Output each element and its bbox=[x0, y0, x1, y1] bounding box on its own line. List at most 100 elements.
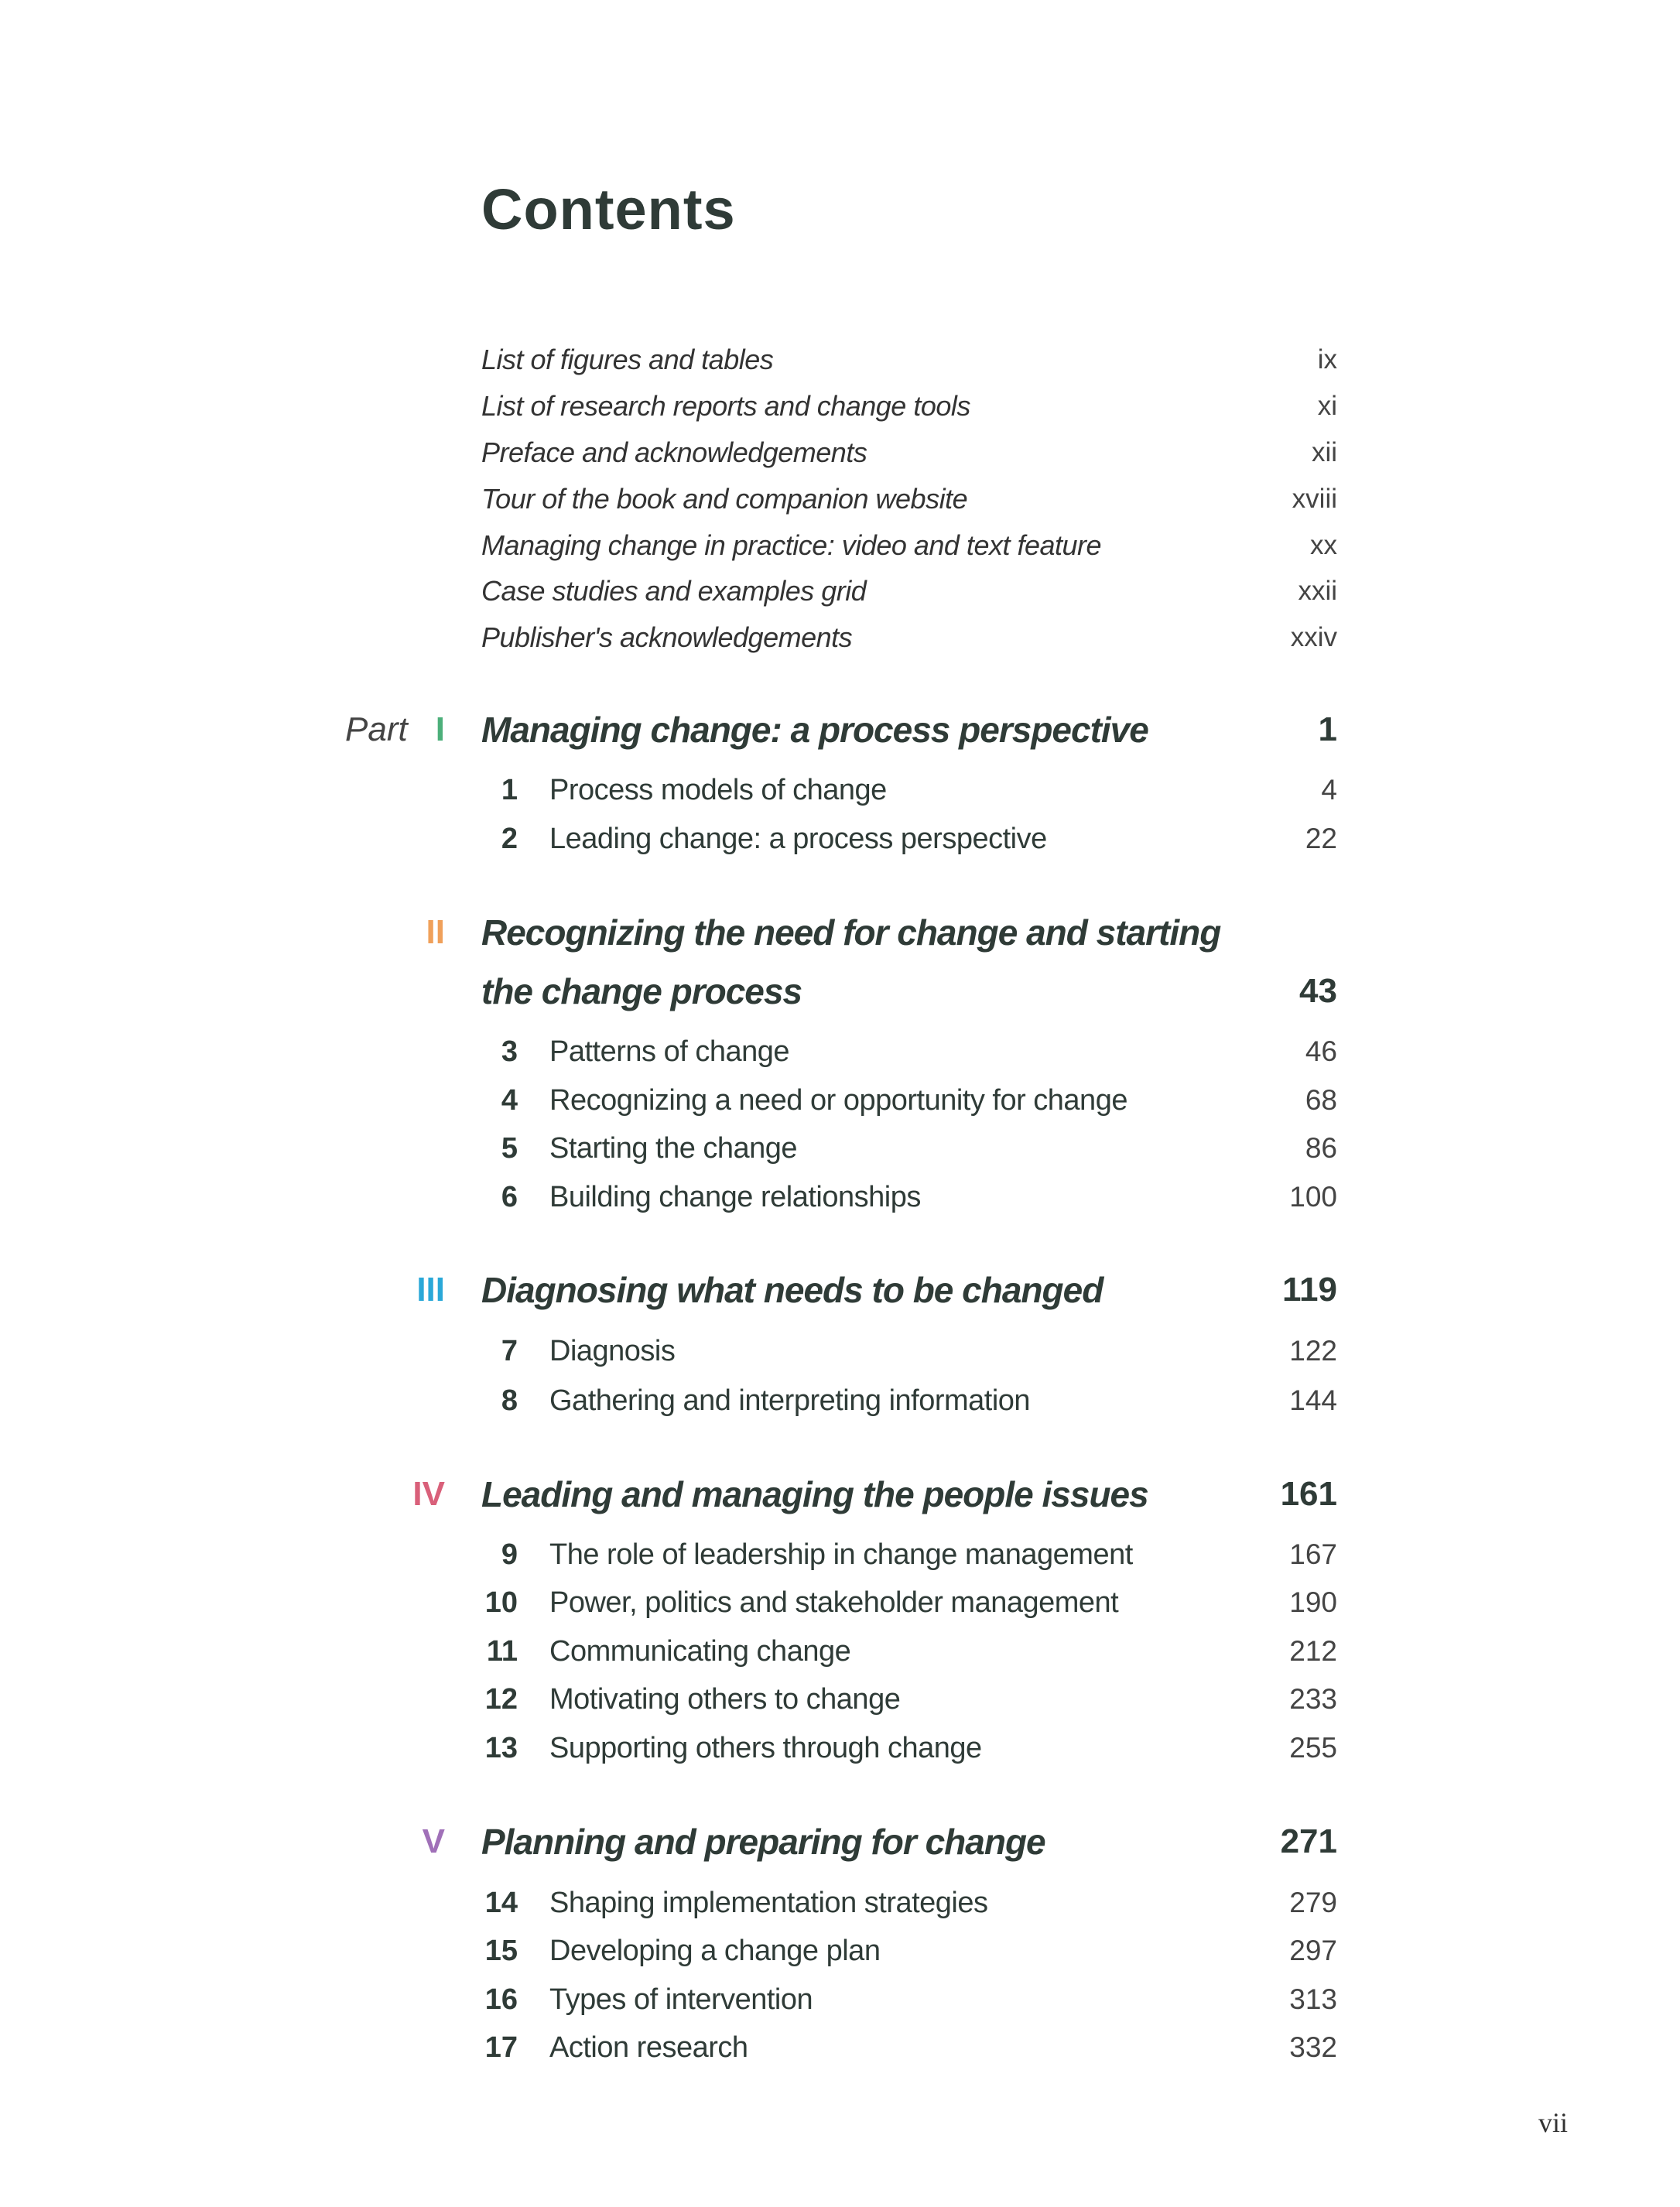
chapter-title: Shaping implementation strategies bbox=[549, 1887, 988, 1919]
chapter-number: 1 bbox=[501, 774, 518, 806]
part-heading[interactable]: V Planning and preparing for change 271 bbox=[0, 1819, 1680, 1865]
chapter-number: 16 bbox=[484, 1983, 518, 2016]
chapter-page: 144 bbox=[1289, 1384, 1337, 1416]
front-matter-entry[interactable]: Preface and acknowledgements xii bbox=[0, 429, 1680, 476]
part-label: Part bbox=[345, 710, 408, 748]
chapter-page: 212 bbox=[1289, 1635, 1337, 1667]
chapter-number: 4 bbox=[501, 1084, 518, 1117]
part-page: 43 bbox=[1299, 972, 1337, 1010]
entry-page: xxiv bbox=[1290, 622, 1337, 652]
part-numeral: II bbox=[426, 913, 445, 951]
chapter-entry[interactable]: 11 Communicating change 212 bbox=[0, 1628, 1680, 1675]
chapter-page: 122 bbox=[1289, 1335, 1337, 1367]
chapter-number: 5 bbox=[501, 1132, 518, 1165]
chapter-title: Motivating others to change bbox=[549, 1683, 901, 1716]
entry-page: xx bbox=[1310, 530, 1337, 560]
chapter-page: 86 bbox=[1305, 1132, 1337, 1164]
chapter-page: 4 bbox=[1321, 774, 1337, 806]
page-title: Contents bbox=[481, 177, 736, 241]
part-page: 271 bbox=[1280, 1822, 1337, 1860]
part-title: Recognizing the need for change and star… bbox=[481, 912, 1221, 953]
chapter-entry[interactable]: 4 Recognizing a need or opportunity for c… bbox=[0, 1077, 1680, 1124]
chapter-page: 68 bbox=[1305, 1084, 1337, 1116]
chapter-title: Starting the change bbox=[549, 1132, 798, 1165]
entry-page: xi bbox=[1317, 391, 1337, 421]
chapter-number: 15 bbox=[484, 1935, 518, 1967]
chapter-page: 297 bbox=[1289, 1935, 1337, 1966]
front-matter-entry[interactable]: Tour of the book and companion website xv… bbox=[0, 476, 1680, 522]
chapter-entry[interactable]: 8 Gathering and interpreting information 1… bbox=[0, 1377, 1680, 1424]
chapter-entry[interactable]: 9 The role of leadership in change manage… bbox=[0, 1531, 1680, 1578]
part-title: Managing change: a process perspective bbox=[481, 710, 1149, 750]
entry-title: Tour of the book and companion website bbox=[481, 483, 968, 515]
chapter-title: Supporting others through change bbox=[549, 1732, 982, 1764]
chapter-entry[interactable]: 7 Diagnosis 122 bbox=[0, 1328, 1680, 1374]
front-matter-entry[interactable]: List of figures and tables ix bbox=[0, 337, 1680, 383]
chapter-title: Process models of change bbox=[549, 774, 887, 806]
chapter-entry[interactable]: 3 Patterns of change 46 bbox=[0, 1028, 1680, 1075]
front-matter-entry[interactable]: Managing change in practice: video and t… bbox=[0, 522, 1680, 569]
part-title: the change process bbox=[481, 971, 802, 1011]
entry-title: Preface and acknowledgements bbox=[481, 436, 867, 468]
part-heading[interactable]: the change process 43 bbox=[0, 968, 1680, 1015]
chapter-entry[interactable]: 2 Leading change: a process perspective 22 bbox=[0, 816, 1680, 862]
front-matter-entry[interactable]: List of research reports and change tool… bbox=[0, 383, 1680, 429]
chapter-number: 10 bbox=[484, 1586, 518, 1619]
chapter-entry[interactable]: 17 Action research 332 bbox=[0, 2024, 1680, 2071]
part-page: 1 bbox=[1318, 710, 1337, 748]
chapter-entry[interactable]: 5 Starting the change 86 bbox=[0, 1125, 1680, 1172]
front-matter-entry[interactable]: Case studies and examples grid xxii bbox=[0, 568, 1680, 614]
chapter-number: 13 bbox=[484, 1732, 518, 1764]
entry-title: List of figures and tables bbox=[481, 344, 774, 375]
part-title: Leading and managing the people issues bbox=[481, 1474, 1149, 1514]
chapter-page: 46 bbox=[1305, 1035, 1337, 1067]
chapter-entry[interactable]: 12 Motivating others to change 233 bbox=[0, 1676, 1680, 1723]
part-page: 161 bbox=[1280, 1475, 1337, 1513]
chapter-number: 2 bbox=[501, 823, 518, 855]
chapter-entry[interactable]: 10 Power, politics and stakeholder manage… bbox=[0, 1579, 1680, 1626]
chapter-page: 100 bbox=[1289, 1181, 1337, 1213]
chapter-title: Gathering and interpreting information bbox=[549, 1384, 1031, 1417]
chapter-title: Developing a change plan bbox=[549, 1935, 881, 1967]
part-heading[interactable]: II Recognizing the need for change and st… bbox=[0, 909, 1680, 956]
entry-page: xviii bbox=[1292, 484, 1337, 514]
chapter-entry[interactable]: 15 Developing a change plan 297 bbox=[0, 1928, 1680, 1974]
front-matter-entry[interactable]: Publisher's acknowledgements xxiv bbox=[0, 614, 1680, 661]
chapter-number: 14 bbox=[484, 1887, 518, 1919]
part-heading[interactable]: Part I Managing change: a process perspect… bbox=[0, 707, 1680, 753]
chapter-entry[interactable]: 1 Process models of change 4 bbox=[0, 767, 1680, 813]
chapter-title: Patterns of change bbox=[549, 1035, 790, 1068]
chapter-title: Leading change: a process perspective bbox=[549, 823, 1047, 855]
part-page: 119 bbox=[1282, 1271, 1337, 1309]
chapter-page: 233 bbox=[1289, 1683, 1337, 1715]
part-numeral: IV bbox=[412, 1475, 445, 1513]
entry-page: ix bbox=[1317, 344, 1337, 375]
chapter-number: 8 bbox=[501, 1384, 518, 1417]
chapter-number: 17 bbox=[484, 2031, 518, 2064]
chapter-title: Diagnosis bbox=[549, 1335, 676, 1367]
chapter-page: 255 bbox=[1289, 1732, 1337, 1764]
entry-title: List of research reports and change tool… bbox=[481, 390, 970, 422]
entry-title: Publisher's acknowledgements bbox=[481, 621, 853, 653]
chapter-title: Building change relationships bbox=[549, 1181, 921, 1213]
chapter-number: 6 bbox=[501, 1181, 518, 1213]
part-numeral: V bbox=[422, 1822, 445, 1860]
chapter-entry[interactable]: 16 Types of intervention 313 bbox=[0, 1976, 1680, 2023]
entry-title: Managing change in practice: video and t… bbox=[481, 529, 1102, 561]
chapter-entry[interactable]: 13 Supporting others through change 255 bbox=[0, 1725, 1680, 1771]
chapter-entry[interactable]: 14 Shaping implementation strategies 279 bbox=[0, 1880, 1680, 1926]
part-numeral: III bbox=[416, 1271, 445, 1309]
chapter-number: 3 bbox=[501, 1035, 518, 1068]
part-title: Planning and preparing for change bbox=[481, 1822, 1046, 1862]
part-title: Diagnosing what needs to be changed bbox=[481, 1270, 1103, 1310]
chapter-title: The role of leadership in change managem… bbox=[549, 1538, 1133, 1571]
chapter-page: 313 bbox=[1289, 1983, 1337, 2015]
chapter-page: 167 bbox=[1289, 1538, 1337, 1570]
chapter-title: Recognizing a need or opportunity for ch… bbox=[549, 1084, 1127, 1117]
part-heading[interactable]: III Diagnosing what needs to be changed 11… bbox=[0, 1267, 1680, 1313]
entry-title: Case studies and examples grid bbox=[481, 575, 867, 607]
part-heading[interactable]: IV Leading and managing the people issues… bbox=[0, 1471, 1680, 1518]
chapter-page: 22 bbox=[1305, 823, 1337, 854]
chapter-page: 190 bbox=[1289, 1586, 1337, 1618]
chapter-entry[interactable]: 6 Building change relationships 100 bbox=[0, 1174, 1680, 1220]
